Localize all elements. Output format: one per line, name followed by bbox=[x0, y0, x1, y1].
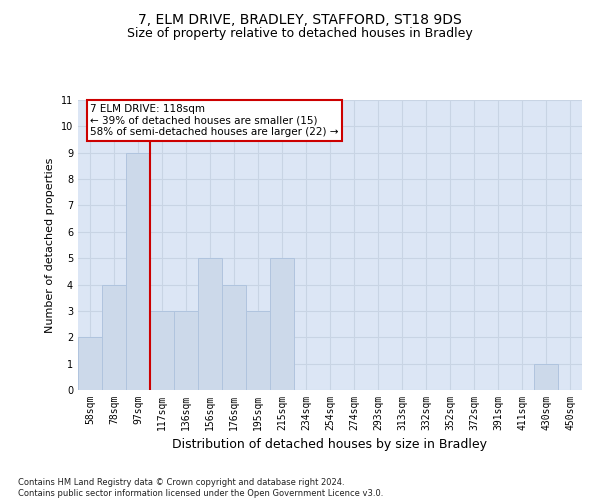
Text: 7 ELM DRIVE: 118sqm
← 39% of detached houses are smaller (15)
58% of semi-detach: 7 ELM DRIVE: 118sqm ← 39% of detached ho… bbox=[90, 104, 339, 137]
Text: Size of property relative to detached houses in Bradley: Size of property relative to detached ho… bbox=[127, 28, 473, 40]
Bar bbox=[222, 284, 246, 390]
Bar bbox=[150, 311, 174, 390]
Text: Contains HM Land Registry data © Crown copyright and database right 2024.
Contai: Contains HM Land Registry data © Crown c… bbox=[18, 478, 383, 498]
Y-axis label: Number of detached properties: Number of detached properties bbox=[46, 158, 55, 332]
Bar bbox=[126, 152, 150, 390]
Bar bbox=[534, 364, 558, 390]
Text: 7, ELM DRIVE, BRADLEY, STAFFORD, ST18 9DS: 7, ELM DRIVE, BRADLEY, STAFFORD, ST18 9D… bbox=[138, 12, 462, 26]
Bar bbox=[102, 284, 126, 390]
Bar bbox=[174, 311, 198, 390]
Bar bbox=[78, 338, 102, 390]
Bar bbox=[246, 311, 270, 390]
Bar bbox=[270, 258, 294, 390]
X-axis label: Distribution of detached houses by size in Bradley: Distribution of detached houses by size … bbox=[173, 438, 487, 452]
Bar bbox=[198, 258, 222, 390]
